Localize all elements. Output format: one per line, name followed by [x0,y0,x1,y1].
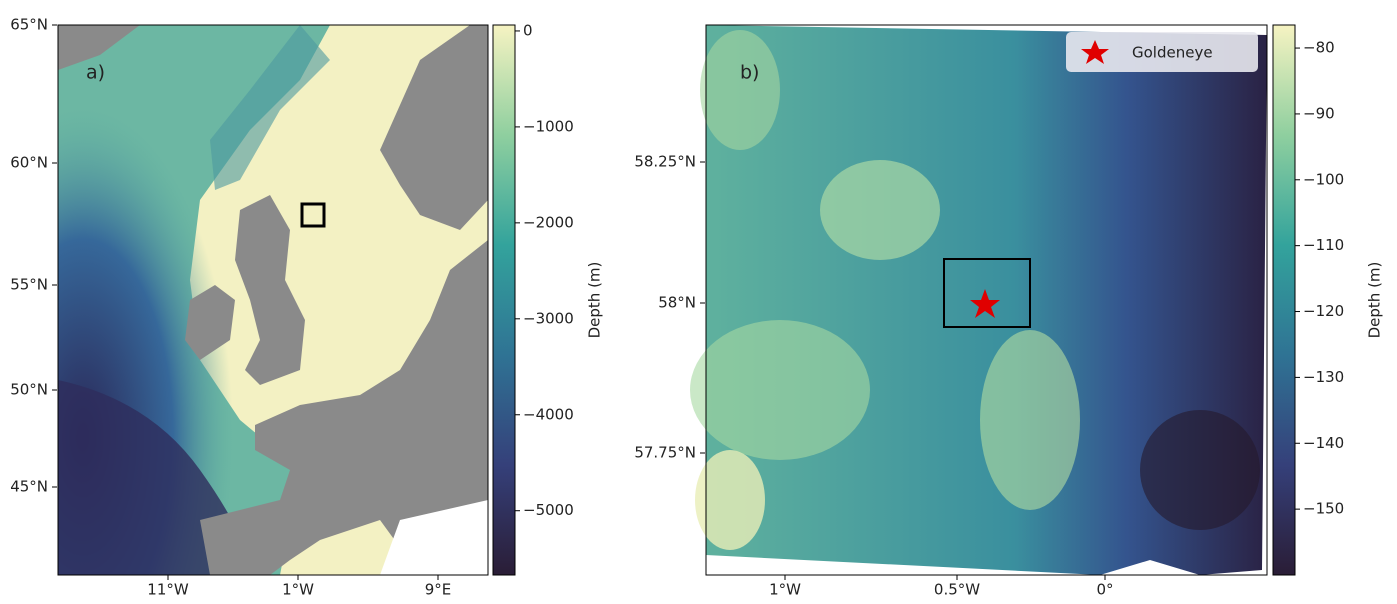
colorbar-tick-label: −150 [1303,500,1344,518]
figure: Goldeneye a) b) 65°N 60°N 55°N 50°N 45°N 11°W… [0,0,1397,600]
panel-label: a) [86,62,105,84]
lat-tick-label: 57.75°N [634,444,696,462]
panel-label: b) [740,62,759,84]
colorbar-tick-label: 0 [523,21,533,39]
colorbar-tick-label: −110 [1303,236,1344,254]
colorbar-tick-label: −3000 [523,309,574,327]
colorbar-tick-label: −120 [1303,302,1344,320]
lon-tick-label: 9°E [425,581,452,599]
map-a [58,25,488,575]
colorbar-tick-label: −80 [1303,39,1335,57]
lat-tick-label: 58°N [658,294,696,312]
colorbar-tick-label: −130 [1303,368,1344,386]
lon-tick-label: 1°W [769,581,801,599]
colorbar [1273,25,1295,575]
lat-tick-label: 55°N [10,276,48,294]
colorbar-tick-label: −100 [1303,170,1344,188]
colorbar-tick-label: −90 [1303,104,1335,122]
lat-tick-label: 50°N [10,381,48,399]
colorbar-tick-label: −1000 [523,117,574,135]
lat-tick-label: 58.25°N [634,153,696,171]
colorbar-tick-label: −2000 [523,213,574,231]
colorbar-tick-label: −5000 [523,501,574,519]
colorbar-tick-label: −140 [1303,434,1344,452]
lon-tick-label: 1°W [282,581,314,599]
lon-tick-label: 0.5°W [934,581,980,599]
map-b [690,25,1267,575]
colorbar-title: Depth (m) [1366,262,1384,339]
lat-tick-label: 60°N [10,154,48,172]
lon-tick-label: 11°W [147,581,189,599]
colorbar-tick-label: −4000 [523,405,574,423]
colorbar-title: Depth (m) [586,262,604,339]
lat-tick-label: 45°N [10,478,48,496]
lon-tick-label: 0° [1096,581,1113,599]
colorbar [493,25,515,575]
lat-tick-label: 65°N [10,16,48,34]
legend-label: Goldeneye [1132,44,1213,62]
